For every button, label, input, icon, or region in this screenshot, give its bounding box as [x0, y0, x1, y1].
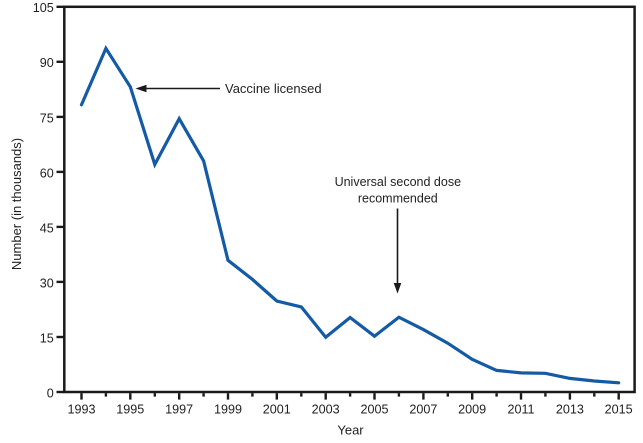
- svg-text:0: 0: [47, 386, 54, 400]
- svg-text:2015: 2015: [605, 402, 633, 416]
- svg-text:2013: 2013: [556, 402, 584, 416]
- svg-text:1995: 1995: [116, 402, 144, 416]
- svg-text:2003: 2003: [312, 402, 340, 416]
- svg-text:90: 90: [40, 56, 54, 70]
- svg-text:2007: 2007: [409, 402, 437, 416]
- svg-text:1999: 1999: [214, 402, 242, 416]
- svg-text:1993: 1993: [67, 402, 95, 416]
- svg-text:15: 15: [40, 331, 54, 345]
- svg-text:Vaccine licensed: Vaccine licensed: [225, 81, 322, 96]
- svg-text:30: 30: [40, 276, 54, 290]
- svg-text:Number (in thousands): Number (in thousands): [9, 138, 24, 270]
- svg-text:45: 45: [40, 221, 54, 235]
- svg-text:75: 75: [40, 111, 54, 125]
- svg-text:1997: 1997: [165, 402, 193, 416]
- svg-text:105: 105: [33, 1, 54, 15]
- svg-text:recommended: recommended: [358, 192, 438, 206]
- svg-text:2011: 2011: [507, 402, 534, 416]
- svg-text:2005: 2005: [360, 402, 388, 416]
- svg-text:60: 60: [40, 166, 54, 180]
- svg-text:2001: 2001: [263, 402, 291, 416]
- svg-text:Year: Year: [337, 422, 364, 437]
- svg-text:Universal second dose: Universal second dose: [335, 175, 462, 189]
- svg-text:2009: 2009: [458, 402, 486, 416]
